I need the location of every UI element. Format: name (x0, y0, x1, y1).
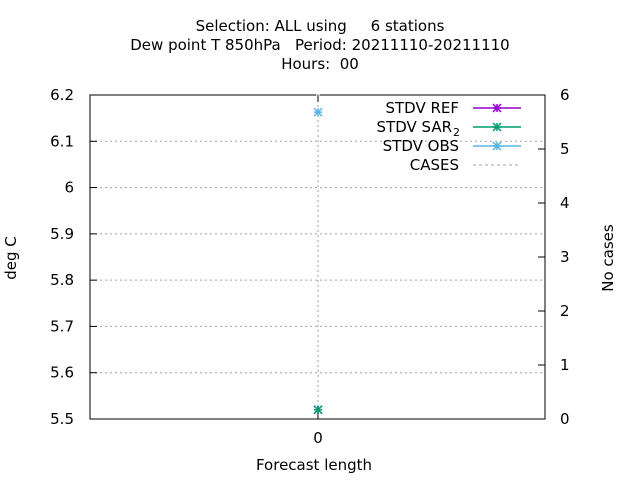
legend-marker-0 (492, 103, 502, 113)
y2-tick-label: 1 (560, 356, 570, 374)
x-tick-label: 0 (313, 429, 323, 447)
y-tick-label: 6 (64, 179, 74, 197)
title-line-variable-period: Dew point T 850hPa Period: 20211110-2021… (130, 36, 510, 54)
data-marks (313, 94, 323, 415)
y2-tick-label: 3 (560, 248, 570, 266)
y-tick-label: 5.7 (50, 317, 74, 335)
data-point-stdv-obs (313, 107, 323, 117)
y2-tick-label: 2 (560, 302, 570, 320)
y-tick-label: 5.8 (50, 271, 74, 289)
x-tick-labels: 0 (313, 429, 323, 447)
data-point-stdv-sar-2 (313, 405, 323, 415)
y-tick-label: 5.5 (50, 410, 74, 428)
legend-marker-2 (492, 141, 502, 151)
y2-tick-label: 0 (560, 410, 570, 428)
x-axis-label: Forecast length (256, 456, 372, 474)
legend-marker-1 (492, 122, 502, 132)
title-line-hours: Hours: 00 (281, 55, 359, 73)
legend-label-2: STDV OBS (383, 137, 459, 155)
legend-label-3: CASES (410, 156, 459, 174)
y-tick-label: 6.2 (50, 86, 74, 104)
y-axis-label: deg C (2, 236, 20, 280)
chart-title: Selection: ALL using 6 stations Dew poin… (0, 17, 640, 74)
y2-axis-label: No cases (599, 224, 617, 292)
y-tick-label: 5.6 (50, 364, 74, 382)
y2-tick-label: 6 (560, 86, 570, 104)
y-tick-labels: 5.5 5.6 5.7 5.8 5.9 6 6.1 6.2 (50, 86, 74, 428)
y2-tick-labels: 0 1 2 3 4 5 6 (560, 86, 570, 428)
y-tick-label: 5.9 (50, 225, 74, 243)
title-line-selection: Selection: ALL using 6 stations (195, 17, 445, 35)
legend-label-0: STDV REF (385, 99, 459, 117)
y2-tick-label: 4 (560, 194, 570, 212)
legend-label-1: STDV SAR2 (377, 118, 460, 139)
grid-lines (90, 95, 545, 419)
y-tick-label: 6.1 (50, 132, 74, 150)
y2-tick-label: 5 (560, 140, 570, 158)
